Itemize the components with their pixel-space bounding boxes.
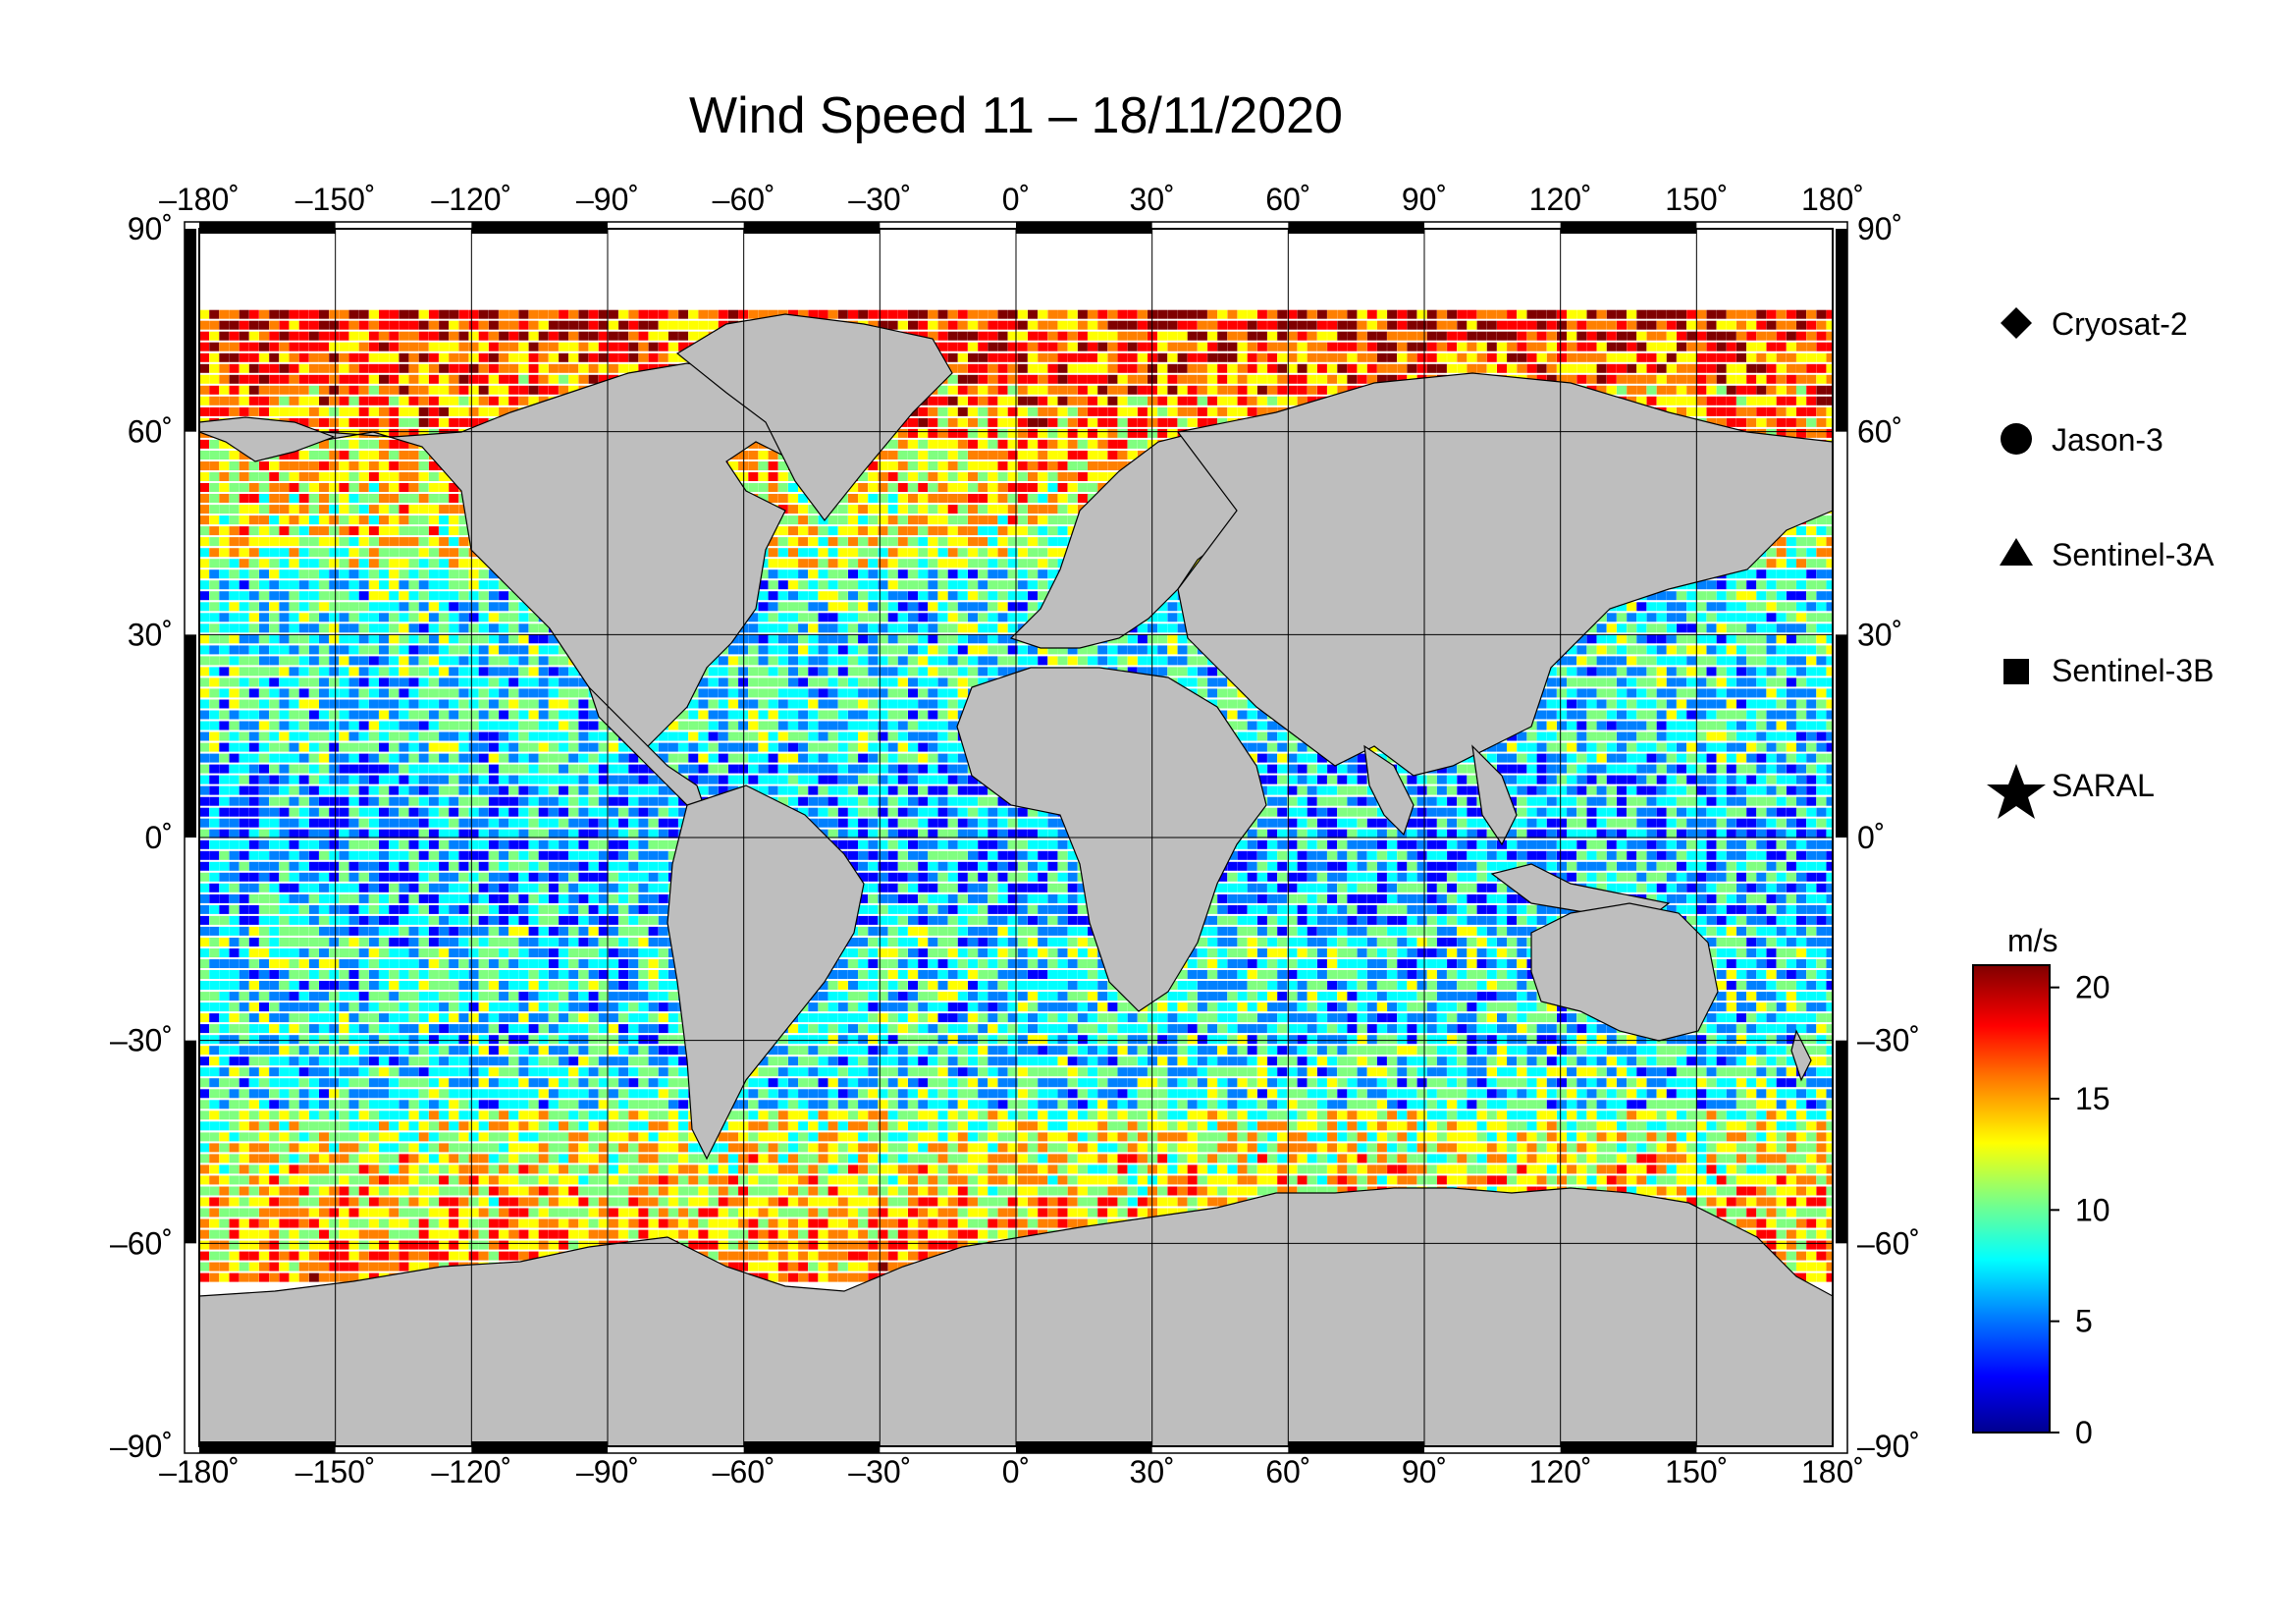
lon-tick-label: 150˚	[1665, 182, 1728, 217]
lon-tick-label: 120˚	[1529, 1454, 1592, 1489]
colorbar: m/s 20 15 10 5 0	[1972, 923, 2110, 1450]
colorbar-tick-label: 15	[2075, 1081, 2110, 1116]
lon-tick-label: –150˚	[295, 1454, 376, 1489]
lon-tick-label: 90˚	[1402, 1454, 1447, 1489]
lat-tick-label: 30˚	[1857, 617, 1902, 652]
square-icon	[2003, 659, 2029, 684]
lat-ticks-left: 90˚ 60˚ 30˚ 0˚ –30˚ –60˚ –90˚	[110, 211, 173, 1464]
legend-label-cryosat: Cryosat-2	[2052, 306, 2188, 342]
chart-title: Wind Speed 11 – 18/11/2020	[689, 87, 1343, 144]
lon-tick-label: 150˚	[1665, 1454, 1728, 1489]
lat-tick-label: –90˚	[110, 1429, 173, 1464]
diamond-icon	[2001, 307, 2032, 339]
lon-tick-label: –150˚	[295, 182, 376, 217]
lon-tick-label: 30˚	[1130, 1454, 1175, 1489]
lon-tick-label: –120˚	[431, 182, 511, 217]
lat-ticks-right: 90˚ 60˚ 30˚ 0˚ –30˚ –60˚ –90˚	[1857, 211, 1920, 1464]
lon-ticks-bottom: –180˚ –150˚ –120˚ –90˚ –60˚ –30˚ 0˚ 30˚ 60˚ 90˚ 12…	[159, 1454, 1864, 1489]
land-new-zealand	[1790, 1029, 1812, 1082]
lon-tick-label: 60˚	[1265, 1454, 1310, 1489]
colorbar-tick-label: 5	[2075, 1304, 2093, 1339]
lon-tick-label: 180˚	[1801, 182, 1864, 217]
lat-tick-label: –60˚	[1857, 1225, 1920, 1261]
map-border-checks	[185, 222, 1847, 1453]
lon-tick-label: –30˚	[848, 1454, 911, 1489]
legend-label-sentinel-3a: Sentinel-3A	[2052, 537, 2215, 572]
land-africa	[956, 667, 1267, 1012]
lon-tick-label: 0˚	[1002, 1454, 1030, 1489]
lon-tick-label: –60˚	[713, 1454, 775, 1489]
lat-tick-label: 0˚	[1857, 820, 1885, 855]
lat-tick-label: –60˚	[110, 1225, 173, 1261]
lon-tick-label: 30˚	[1130, 182, 1175, 217]
land-asia	[1176, 372, 1833, 777]
lon-tick-label: 60˚	[1265, 182, 1310, 217]
lon-tick-label: –90˚	[576, 182, 639, 217]
legend-label-jason: Jason-3	[2052, 422, 2163, 458]
legend-label-saral: SARAL	[2052, 768, 2155, 803]
map-area	[199, 229, 1833, 1446]
lon-tick-label: –180˚	[159, 182, 240, 217]
star-icon	[1987, 764, 2046, 819]
land-greenland	[675, 313, 953, 521]
land-southeast-asia	[1471, 744, 1518, 846]
lon-tick-label: 0˚	[1002, 182, 1030, 217]
lat-tick-label: 0˚	[145, 820, 173, 855]
lat-tick-label: –30˚	[1857, 1023, 1920, 1058]
lon-tick-label: 120˚	[1529, 182, 1592, 217]
map-grid	[199, 229, 1833, 1446]
land-alaska	[199, 416, 336, 462]
lon-tick-label: –30˚	[848, 182, 911, 217]
lat-tick-label: 60˚	[1857, 414, 1902, 450]
lat-tick-label: –30˚	[110, 1023, 173, 1058]
satellite-legend: Cryosat-2 Jason-3 Sentinel-3A Sentinel-3…	[1987, 306, 2215, 819]
land-south-america	[667, 784, 865, 1161]
colorbar-gradient	[1972, 964, 2051, 1434]
land-north-america	[264, 362, 866, 757]
colorbar-tick-label: 20	[2075, 970, 2110, 1005]
legend-label-sentinel-3b: Sentinel-3B	[2052, 653, 2214, 688]
land-australia	[1530, 902, 1719, 1042]
lon-tick-label: –60˚	[713, 182, 775, 217]
lon-tick-label: 90˚	[1402, 182, 1447, 217]
lat-tick-label: 90˚	[128, 211, 173, 246]
lon-tick-label: –90˚	[576, 1454, 639, 1489]
lon-tick-label: –120˚	[431, 1454, 511, 1489]
colorbar-tick-label: 10	[2075, 1192, 2110, 1227]
lon-tick-label: 180˚	[1801, 1454, 1864, 1489]
colorbar-tick-label: 0	[2075, 1415, 2093, 1450]
triangle-icon	[2000, 538, 2033, 566]
lat-tick-label: –90˚	[1857, 1429, 1920, 1464]
lon-ticks-top: –180˚ –150˚ –120˚ –90˚ –60˚ –30˚ 0˚ 30˚ 60˚ 90˚ 12…	[159, 182, 1864, 217]
lon-tick-label: –180˚	[159, 1454, 240, 1489]
land-india	[1363, 744, 1415, 837]
lat-tick-label: 60˚	[128, 414, 173, 450]
colorbar-unit: m/s	[2007, 923, 2058, 958]
lat-tick-label: 30˚	[128, 617, 173, 652]
lat-tick-label: 90˚	[1857, 211, 1902, 246]
circle-icon	[2001, 423, 2032, 455]
